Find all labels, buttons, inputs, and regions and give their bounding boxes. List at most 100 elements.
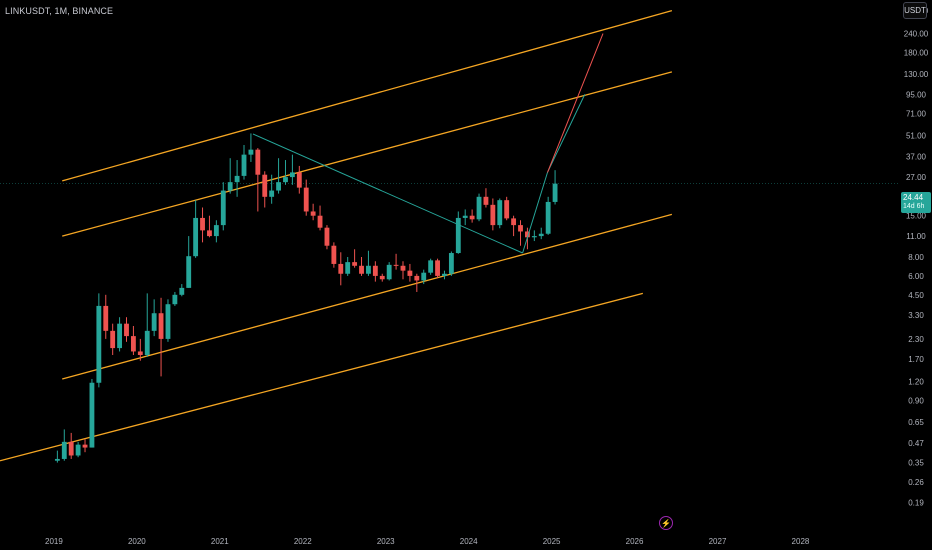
candle [435,258,440,279]
candle [483,188,489,208]
candle-body [421,272,427,281]
candle-body [504,200,510,219]
candle [276,158,281,194]
trend-lines [252,33,604,254]
candle-body [317,215,323,228]
candle [144,293,150,357]
bar-countdown: 14d 6h [903,203,925,210]
currency-button[interactable]: USDT [903,2,927,19]
y-tick-label: 0.90 [908,397,924,406]
candle [331,242,337,268]
candle [538,227,544,240]
candle-body [241,154,247,176]
candle [310,203,316,221]
candle [262,171,268,208]
candle-body [407,270,413,276]
candle-body [386,264,392,280]
y-tick-label: 3.30 [908,311,924,320]
candle-body [476,196,482,220]
candle [220,182,226,231]
candle-body [110,330,116,349]
candle [248,133,254,162]
y-tick-label: 130.00 [904,70,929,79]
candle-body [511,218,517,226]
candle-body [158,313,164,339]
candle [213,220,219,243]
candle-body [545,201,551,234]
y-tick-label: 0.47 [908,439,924,448]
candle-body [179,287,185,295]
candle-body [220,190,226,226]
candle [324,225,330,250]
y-tick-label: 71.00 [906,110,927,119]
x-tick-label: 2024 [460,537,478,546]
candle [303,179,309,216]
candle-body [414,275,420,281]
candle-body [248,149,254,155]
candle [359,257,364,276]
candle-body [435,260,440,276]
candle-body [359,265,364,274]
candle [193,200,199,258]
candle [137,338,143,361]
y-tick-label: 8.00 [908,253,924,262]
y-tick-label: 27.00 [906,173,927,182]
x-tick-label: 2025 [543,537,561,546]
candle-body [497,200,503,226]
y-tick-label: 95.00 [906,90,927,99]
candle-body [262,174,268,197]
candle [518,220,523,246]
candle [172,291,178,306]
candle-body [455,217,461,254]
candle [490,198,496,231]
candle [124,317,129,342]
candle-body [525,231,530,238]
candle [151,299,157,337]
candle [130,325,136,356]
candle-body [54,458,60,461]
candle [110,323,116,356]
candle-body [172,294,178,305]
candle-body [283,177,288,183]
candle [200,207,205,243]
y-tick-label: 4.50 [908,291,924,300]
candle [207,215,212,238]
candle [421,269,427,285]
candle [372,261,378,282]
candle [241,145,247,180]
candlestick-series [54,133,558,463]
candle-body [352,262,358,266]
symbol-label: LINKUSDT, 1M, BINANCE [5,6,114,16]
y-tick-label: 0.26 [908,478,924,487]
y-tick-label: 0.35 [908,459,924,468]
lightning-icon[interactable]: ⚡ [659,516,673,530]
candle [61,429,67,461]
last-price-badge: 24.44 14d 6h [901,192,931,213]
candle-body [255,149,261,175]
candle-body [117,323,123,349]
candle [82,439,88,453]
candle [511,215,517,237]
candle-body [269,190,275,197]
candle [283,160,288,185]
candle-body [518,225,523,232]
y-tick-label: 0.65 [908,418,924,427]
candle [352,249,358,268]
candle-body [200,217,205,231]
candle-body [310,211,316,216]
candle [158,297,164,377]
candle [448,251,454,276]
candle-body [345,262,351,274]
candle [117,317,123,352]
candle [165,299,171,342]
candle [545,196,551,235]
candle-body [469,215,475,220]
y-tick-label: 240.00 [904,30,929,39]
candle-body [103,305,109,331]
candle [366,250,371,276]
y-tick-label: 1.20 [908,378,924,387]
candle-body [68,441,74,456]
channel-line-2 [62,213,673,380]
candle-body [213,225,219,237]
